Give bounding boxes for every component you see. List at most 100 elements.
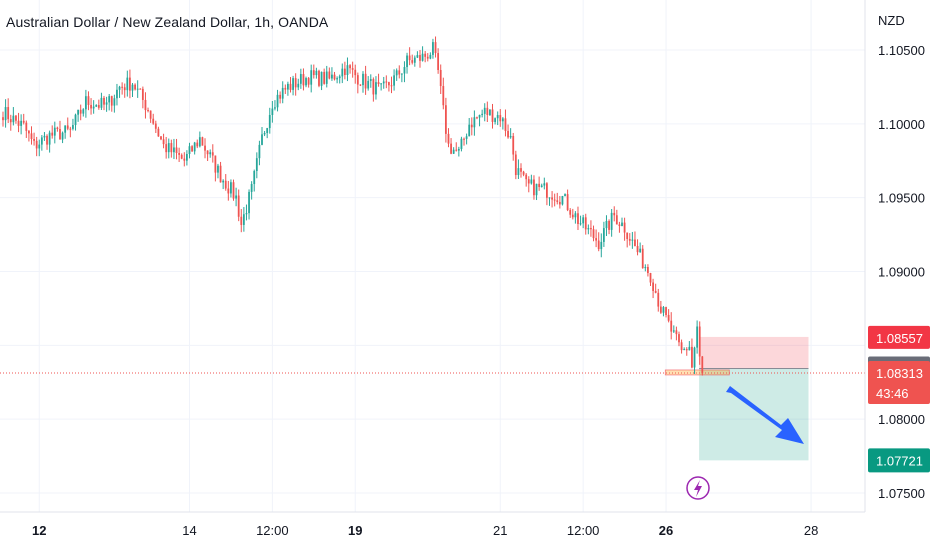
time-tick-label: 21 xyxy=(493,523,507,538)
candle xyxy=(235,187,237,207)
candle xyxy=(639,242,642,253)
candle xyxy=(452,147,455,155)
reward-zone[interactable] xyxy=(699,368,809,461)
candle xyxy=(162,133,165,149)
grid xyxy=(0,0,865,512)
candle xyxy=(141,86,144,109)
candle xyxy=(289,77,292,93)
down-arrow-icon[interactable] xyxy=(726,386,804,444)
candle xyxy=(255,152,258,179)
time-tick-label: 28 xyxy=(804,523,818,538)
candle xyxy=(72,118,74,131)
candle xyxy=(672,325,675,333)
candle xyxy=(675,326,678,341)
candle xyxy=(584,213,587,235)
candle xyxy=(592,225,595,242)
candle xyxy=(351,61,354,78)
candle xyxy=(276,89,279,112)
candle xyxy=(356,72,359,94)
candle xyxy=(97,99,100,110)
candle xyxy=(219,161,222,183)
candle xyxy=(564,193,566,197)
candle xyxy=(116,83,118,106)
candle xyxy=(232,179,235,201)
candle xyxy=(512,132,515,161)
candle xyxy=(69,126,72,138)
candle xyxy=(77,109,80,122)
candle xyxy=(299,68,302,89)
take-profit-badge-text: 1.07721 xyxy=(876,453,923,468)
candle xyxy=(165,136,168,159)
candle xyxy=(118,85,121,98)
candle xyxy=(678,331,680,347)
candle xyxy=(173,138,175,160)
candle xyxy=(188,142,191,159)
candle xyxy=(509,128,512,139)
candle xyxy=(701,355,704,376)
candle xyxy=(470,117,473,136)
currency-label: NZD xyxy=(878,13,905,28)
candle xyxy=(626,232,629,248)
candle xyxy=(245,204,248,221)
candle xyxy=(623,217,626,241)
event-marker[interactable] xyxy=(686,476,710,500)
candle xyxy=(22,113,25,125)
candle xyxy=(548,197,551,206)
candle xyxy=(473,110,476,136)
candle xyxy=(167,138,170,159)
price-tick-label: 1.09000 xyxy=(878,265,925,280)
candle xyxy=(108,94,111,111)
trend-arrow[interactable] xyxy=(726,386,804,444)
candle xyxy=(597,232,600,252)
candle xyxy=(349,64,351,74)
candle xyxy=(144,92,147,119)
candle xyxy=(359,84,362,87)
price-axis[interactable]: NZD 1.10500 1.10000 1.09500 1.09000 1.08000 1.… xyxy=(864,0,930,512)
price-tick-label: 1.07500 xyxy=(878,486,925,501)
take-profit-badge[interactable]: 1.07721 xyxy=(868,448,930,473)
candle xyxy=(647,264,649,277)
candle xyxy=(297,78,300,91)
candle xyxy=(553,193,556,207)
candle xyxy=(206,150,209,162)
candle xyxy=(610,208,613,237)
candle xyxy=(84,89,87,118)
stop-loss-badge[interactable]: 1.08557 xyxy=(868,325,930,349)
candle xyxy=(126,70,129,97)
candle xyxy=(400,73,403,83)
candle xyxy=(354,64,357,84)
candle xyxy=(185,150,188,166)
candle xyxy=(641,245,644,269)
candle xyxy=(110,95,113,112)
candle xyxy=(631,231,634,249)
candle xyxy=(525,173,528,187)
candle xyxy=(250,181,253,200)
candle xyxy=(514,150,517,180)
risk-zone[interactable] xyxy=(699,336,809,369)
candle xyxy=(618,221,621,233)
candle xyxy=(579,215,582,226)
candles xyxy=(2,36,704,376)
candle xyxy=(680,339,683,354)
candle xyxy=(82,108,85,117)
candle xyxy=(659,300,662,314)
candle xyxy=(343,61,346,80)
candle xyxy=(341,63,344,84)
candle xyxy=(582,214,585,229)
candle xyxy=(662,306,665,317)
candle xyxy=(543,177,546,190)
candle xyxy=(123,83,126,98)
time-axis[interactable]: 12 14 12:00 19 21 12:00 26 28 xyxy=(0,511,865,538)
candle xyxy=(615,209,618,225)
lightning-icon[interactable] xyxy=(694,480,702,497)
candle xyxy=(398,65,401,79)
candle xyxy=(463,137,465,146)
candle xyxy=(665,306,667,318)
candle xyxy=(147,107,149,113)
current-price-badge[interactable]: 1.08313 43:46 xyxy=(868,360,930,404)
candle xyxy=(121,82,124,95)
candle xyxy=(74,113,77,131)
candle xyxy=(494,117,496,125)
